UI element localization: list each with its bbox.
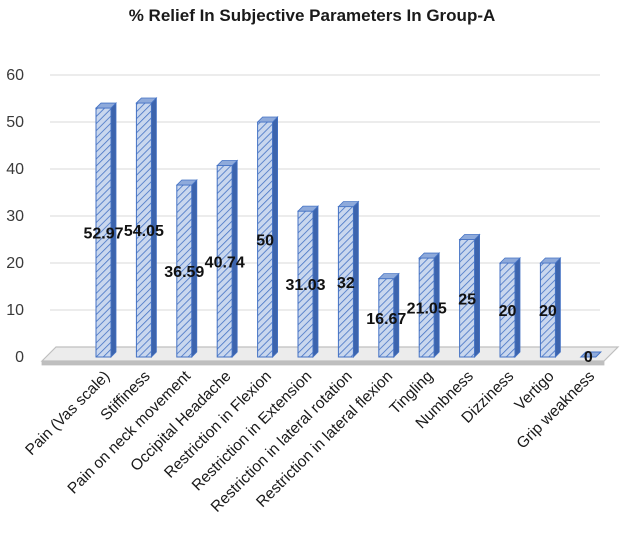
y-tick-label: 0 (15, 349, 24, 366)
data-label: 50 (256, 233, 274, 250)
floor-edge (41, 360, 605, 366)
bars (95, 96, 603, 358)
data-label: 40.74 (205, 254, 245, 271)
y-tick-label: 60 (6, 67, 24, 84)
y-tick-label: 30 (6, 208, 24, 225)
bar-top (458, 234, 481, 240)
y-tick-label: 10 (6, 302, 24, 319)
data-label: 36.59 (164, 264, 204, 281)
bar (337, 200, 360, 358)
data-label: 21.05 (407, 301, 447, 318)
bar-top (337, 201, 360, 208)
data-label: 54.05 (124, 223, 164, 240)
bar-top (297, 205, 319, 212)
bar (297, 205, 319, 358)
bar (175, 179, 198, 358)
bar-top (216, 160, 239, 166)
bar (579, 351, 603, 358)
bar (135, 96, 158, 358)
bar (418, 252, 441, 358)
data-label: 32 (337, 275, 355, 292)
bar-top (95, 102, 117, 109)
bar-top (377, 273, 400, 280)
bar-top (539, 257, 562, 264)
bar-top (579, 351, 603, 358)
bar-top (499, 257, 521, 264)
data-label: 20 (539, 303, 557, 320)
y-axis: 0 10 20 30 40 50 60 (6, 67, 24, 366)
data-label: 16.67 (366, 311, 406, 328)
bar-top (256, 116, 279, 123)
data-label: 20 (499, 303, 517, 320)
chart-title: % Relief In Subjective Parameters In Gro… (129, 6, 496, 25)
bar (216, 159, 239, 358)
data-label: 0 (584, 349, 593, 366)
floor-plane (40, 346, 620, 362)
y-tick-label: 50 (6, 114, 24, 131)
y-tick-label: 20 (6, 255, 24, 272)
chart-floor (40, 346, 620, 366)
bar-top (135, 97, 158, 104)
data-label: 31.03 (285, 277, 325, 294)
bar (95, 102, 117, 358)
bar-top (418, 252, 441, 259)
y-tick-label: 40 (6, 161, 24, 178)
data-label: 25 (458, 291, 476, 308)
data-label: 52.97 (83, 226, 123, 243)
bar (377, 272, 400, 358)
bar (256, 116, 279, 358)
bar (539, 257, 562, 358)
bar (458, 233, 481, 358)
bar (499, 257, 521, 358)
bar-top (175, 179, 198, 186)
